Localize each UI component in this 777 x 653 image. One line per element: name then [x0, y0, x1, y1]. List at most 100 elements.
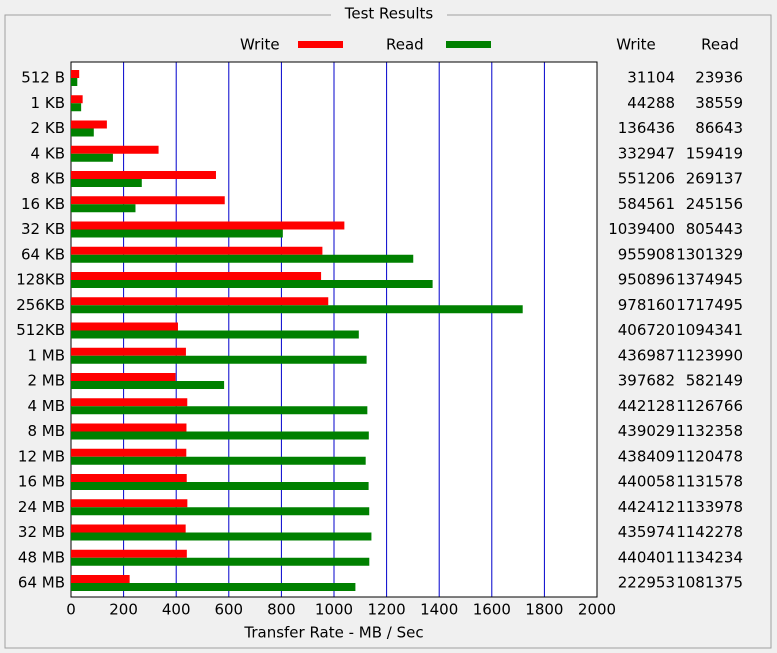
value-label: 442128	[618, 397, 675, 415]
bar	[71, 583, 356, 591]
value-label: 397682	[618, 372, 675, 390]
value-label: 23936	[695, 69, 743, 87]
chart-title: Test Results	[344, 5, 434, 23]
bar	[71, 507, 370, 516]
bar	[71, 355, 367, 364]
bar	[71, 557, 370, 566]
bar	[71, 254, 414, 263]
bar	[71, 179, 142, 187]
value-label: 1133978	[676, 498, 743, 516]
y-tick-label: 12 MB	[18, 447, 65, 465]
y-tick-label: 1 KB	[31, 94, 65, 112]
value-label: 950896	[618, 271, 675, 289]
bar	[71, 398, 188, 407]
value-label: 1142278	[676, 523, 743, 541]
y-tick-label: 4 KB	[31, 144, 65, 162]
column-header: Write	[616, 36, 656, 54]
bar	[71, 128, 94, 137]
bar	[71, 221, 345, 230]
value-label: 1120478	[676, 447, 743, 465]
bar	[71, 103, 82, 112]
bar	[71, 423, 187, 432]
value-label: 1134234	[676, 548, 743, 566]
value-label: 436987	[618, 346, 675, 364]
y-tick-label: 32 KB	[21, 220, 65, 238]
y-tick-label: 64 MB	[18, 574, 65, 592]
y-tick-label: 8 KB	[31, 170, 65, 188]
value-label: 978160	[618, 296, 675, 314]
bar	[71, 120, 107, 129]
value-label: 440058	[618, 473, 675, 491]
legend-label: Write	[240, 36, 280, 54]
bar	[71, 78, 78, 86]
bar	[71, 305, 523, 314]
value-label: 31104	[627, 69, 675, 87]
bar	[71, 280, 433, 288]
legend-swatch	[446, 41, 491, 48]
x-tick-label: 0	[66, 601, 76, 619]
legend-swatch	[298, 41, 343, 48]
value-label: 1126766	[676, 397, 743, 415]
bar	[71, 499, 188, 508]
y-tick-label: 48 MB	[18, 548, 65, 566]
legend-label: Read	[386, 36, 424, 54]
value-label: 332947	[618, 144, 675, 162]
x-tick-label: 200	[109, 601, 138, 619]
value-label: 406720	[618, 321, 675, 339]
value-label: 805443	[686, 220, 743, 238]
x-tick-label: 800	[267, 601, 296, 619]
bar	[71, 153, 113, 162]
value-label: 1123990	[676, 346, 743, 364]
value-label: 1081375	[676, 574, 743, 592]
value-label: 1132358	[676, 422, 743, 440]
bar	[71, 204, 136, 213]
bar	[71, 322, 178, 331]
bar	[71, 171, 216, 179]
bar	[71, 196, 225, 205]
y-tick-label: 24 MB	[18, 498, 65, 516]
value-label: 440401	[618, 548, 675, 566]
x-tick-label: 1000	[315, 601, 353, 619]
value-label: 439029	[618, 422, 675, 440]
y-tick-label: 64 KB	[21, 245, 65, 263]
bar	[71, 474, 187, 482]
x-tick-label: 400	[162, 601, 191, 619]
y-tick-label: 256KB	[16, 296, 65, 314]
bar	[71, 95, 83, 104]
y-tick-label: 2 KB	[31, 119, 65, 137]
x-axis-label: Transfer Rate - MB / Sec	[243, 624, 423, 642]
value-label: 222953	[618, 574, 675, 592]
x-tick-label: 1600	[473, 601, 511, 619]
bar	[71, 373, 176, 381]
bar	[71, 524, 186, 533]
y-tick-label: 512 B	[21, 69, 65, 87]
value-label: 136436	[618, 119, 675, 137]
x-tick-label: 1200	[368, 601, 406, 619]
y-tick-label: 8 MB	[27, 422, 65, 440]
y-tick-label: 32 MB	[18, 523, 65, 541]
bar	[71, 456, 366, 465]
y-tick-label: 4 MB	[27, 397, 65, 415]
column-header: Read	[701, 36, 739, 54]
y-tick-label: 2 MB	[27, 372, 65, 390]
value-label: 584561	[618, 195, 675, 213]
bar	[71, 532, 372, 541]
value-label: 435974	[618, 523, 675, 541]
bar	[71, 381, 225, 389]
value-label: 245156	[686, 195, 743, 213]
value-label: 1039400	[608, 220, 675, 238]
value-label: 442412	[618, 498, 675, 516]
bar	[71, 482, 369, 490]
x-tick-label: 2000	[578, 601, 616, 619]
bar	[71, 297, 329, 306]
bar	[71, 406, 368, 415]
bar	[71, 448, 187, 457]
value-label: 1094341	[676, 321, 743, 339]
value-label: 955908	[618, 245, 675, 263]
title-bg	[331, 5, 447, 25]
bar	[71, 431, 369, 440]
x-tick-label: 1800	[525, 601, 563, 619]
value-label: 1131578	[676, 473, 743, 491]
x-tick-label: 1400	[420, 601, 458, 619]
